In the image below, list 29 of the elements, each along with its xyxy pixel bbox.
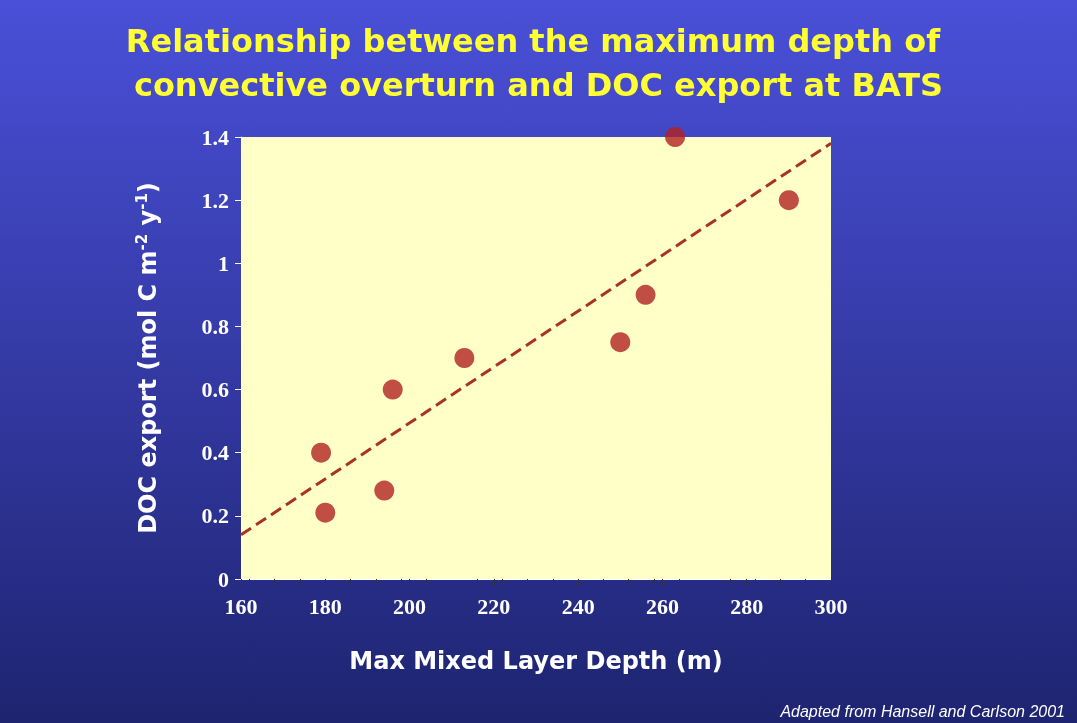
y-tick-label: 0.6 (201, 377, 229, 403)
x-tick-label: 180 (308, 593, 342, 619)
point (610, 332, 631, 353)
y-tick-label: 1 (218, 250, 229, 276)
y-tick-label: 1.4 (201, 124, 229, 150)
point (778, 190, 799, 211)
x-tick-label: 220 (477, 593, 511, 619)
x-tick-label: 300 (814, 593, 848, 619)
x-tick-label: 260 (645, 593, 679, 619)
chart-title: Relationship between the maximum depth of convective overturn and DOC export at BATS (125, 22, 952, 104)
point (665, 127, 686, 147)
x-axis-title: Max Mixed Layer Depth (m) (349, 647, 723, 675)
text: Adapted from Hansell and Carlson 2001 (779, 702, 1066, 720)
y-tick-label: 0.8 (201, 313, 229, 339)
point (382, 379, 403, 400)
x-tick-label: 240 (561, 593, 595, 619)
x-tick-label: 280 (730, 593, 764, 619)
point (374, 480, 395, 501)
point (635, 284, 656, 305)
y-tick-label: 0.4 (201, 440, 229, 466)
y-tick-label: 1.2 (201, 187, 229, 213)
y-axis-title: DOC export (mol C m-2 y-1) (132, 182, 162, 534)
x-tick-label: 200 (393, 593, 427, 619)
x-tick-label: 160 (224, 593, 258, 619)
y-tick-label: 0.2 (201, 503, 229, 529)
y-tick-label: 0 (218, 566, 229, 592)
point (311, 442, 332, 463)
point (315, 502, 336, 523)
point (454, 348, 475, 368)
